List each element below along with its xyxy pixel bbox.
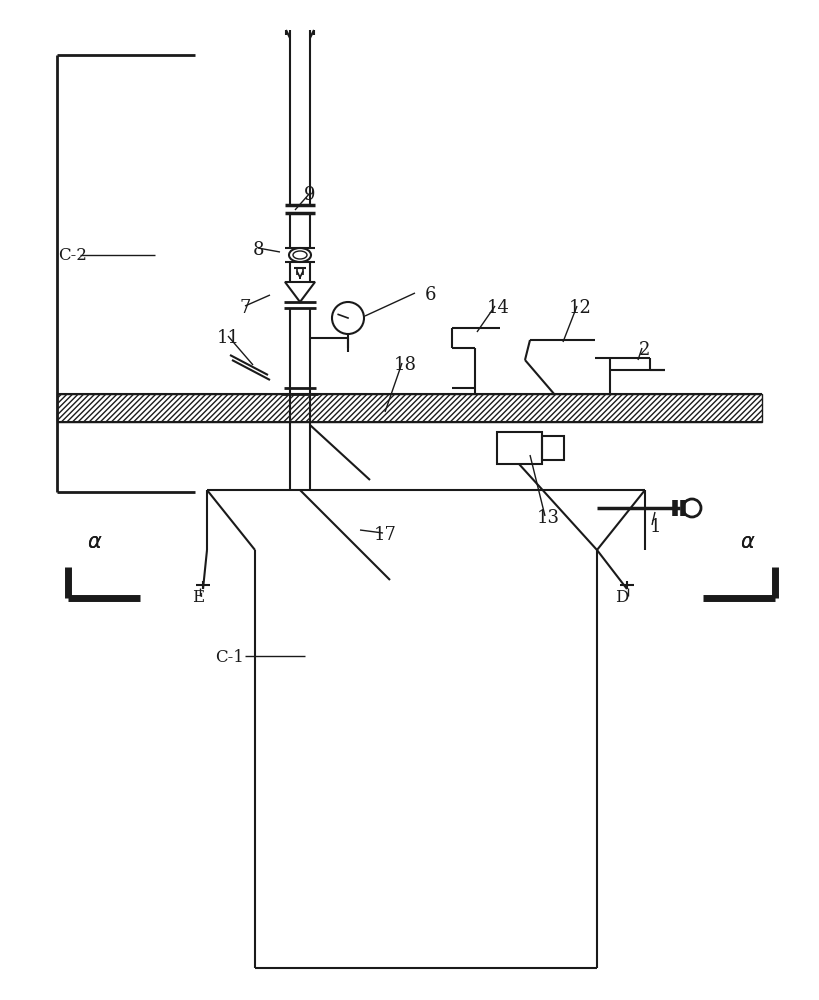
Bar <box>57 394 762 422</box>
Text: 7: 7 <box>239 299 251 317</box>
Text: $\alpha$: $\alpha$ <box>740 534 756 552</box>
Bar <box>497 432 542 464</box>
Text: 2: 2 <box>640 341 650 359</box>
Text: $\alpha$: $\alpha$ <box>88 534 102 552</box>
Text: 11: 11 <box>216 329 239 347</box>
Text: C-2: C-2 <box>58 246 87 263</box>
Text: 13: 13 <box>536 509 559 527</box>
Text: 6: 6 <box>424 286 436 304</box>
Text: $\alpha$: $\alpha$ <box>88 534 102 552</box>
Text: 9: 9 <box>304 186 316 204</box>
Text: 8: 8 <box>252 241 264 259</box>
Text: 14: 14 <box>486 299 509 317</box>
Text: E: E <box>192 589 204 606</box>
Text: D: D <box>615 589 629 606</box>
Bar <box>542 436 564 460</box>
Text: 17: 17 <box>373 526 396 544</box>
Text: C-1: C-1 <box>215 650 244 666</box>
Text: 1: 1 <box>649 518 661 536</box>
Text: 18: 18 <box>393 356 417 374</box>
Text: 12: 12 <box>568 299 591 317</box>
Text: $\alpha$: $\alpha$ <box>740 534 756 552</box>
